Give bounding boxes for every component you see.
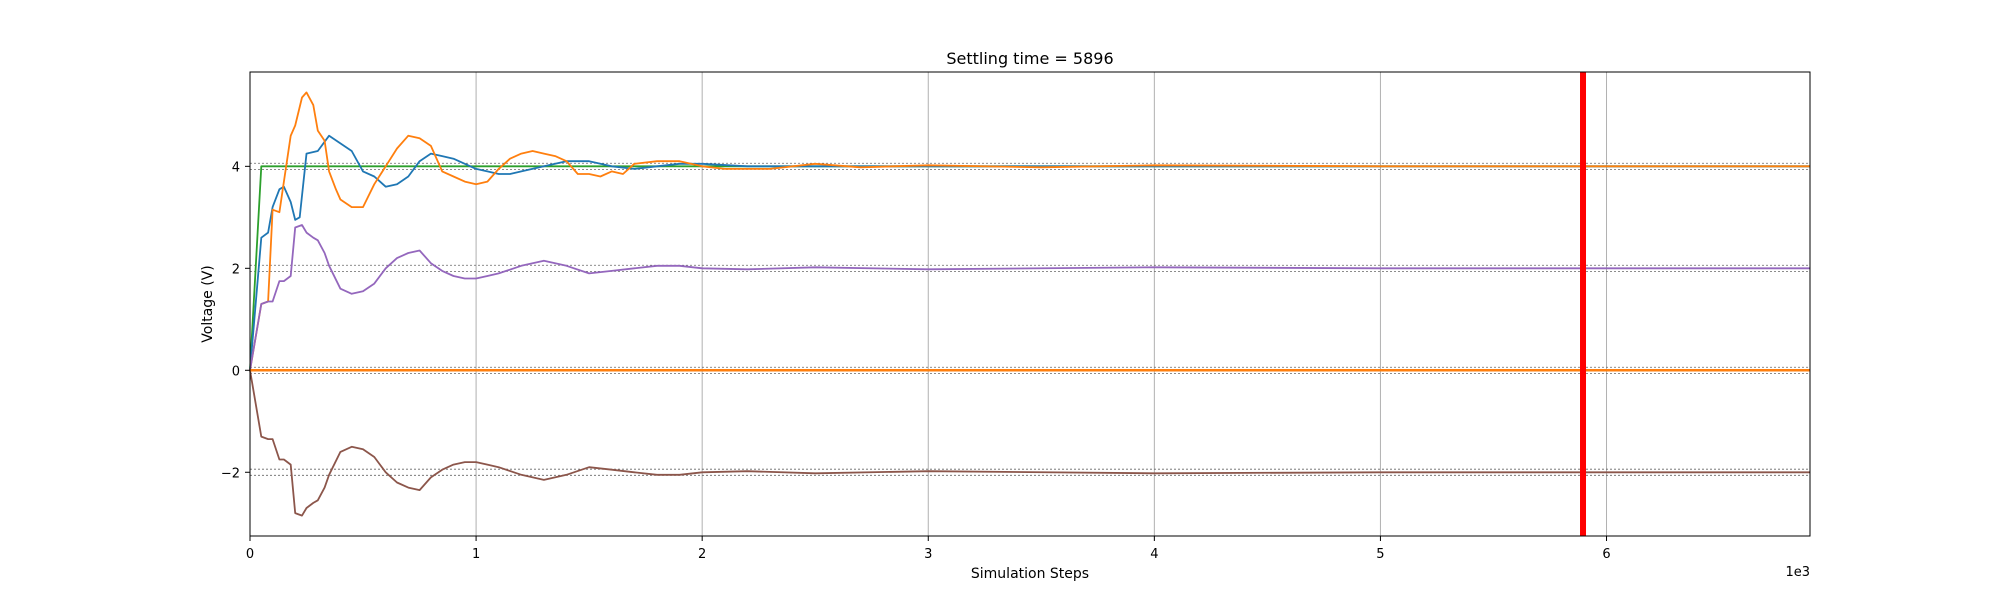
series-line-4 xyxy=(249,224,1810,371)
grid-layer xyxy=(475,72,1608,536)
series-layer xyxy=(249,91,1810,517)
chart-title: Settling time = 5896 xyxy=(946,49,1113,68)
y-tick-label: 2 xyxy=(232,262,240,277)
y-axis-label: Voltage (V) xyxy=(200,265,216,342)
x-tick-label: 4 xyxy=(1150,547,1158,562)
x-tick-label: 2 xyxy=(698,547,706,562)
x-tick-label: 3 xyxy=(924,547,932,562)
series-line-3 xyxy=(249,91,1810,371)
tick-layer: 0 1 2 3 4 5 6 −2 0 2 4 xyxy=(221,160,1611,562)
y-tick-label: 0 xyxy=(232,364,240,379)
x-tick-label: 1 xyxy=(472,547,480,562)
x-tick-label: 6 xyxy=(1602,547,1610,562)
x-scale-label: 1e3 xyxy=(1785,565,1810,580)
series-line-5 xyxy=(249,370,1810,517)
x-axis-label: Simulation Steps xyxy=(971,566,1089,582)
y-tick-label: −2 xyxy=(221,466,240,481)
x-tick-label: 0 xyxy=(246,547,254,562)
x-tick-label: 5 xyxy=(1376,547,1384,562)
y-tick-label: 4 xyxy=(232,160,240,175)
plot-frame xyxy=(249,71,1811,537)
reference-bands xyxy=(250,162,1810,476)
series-line-2 xyxy=(249,134,1810,371)
